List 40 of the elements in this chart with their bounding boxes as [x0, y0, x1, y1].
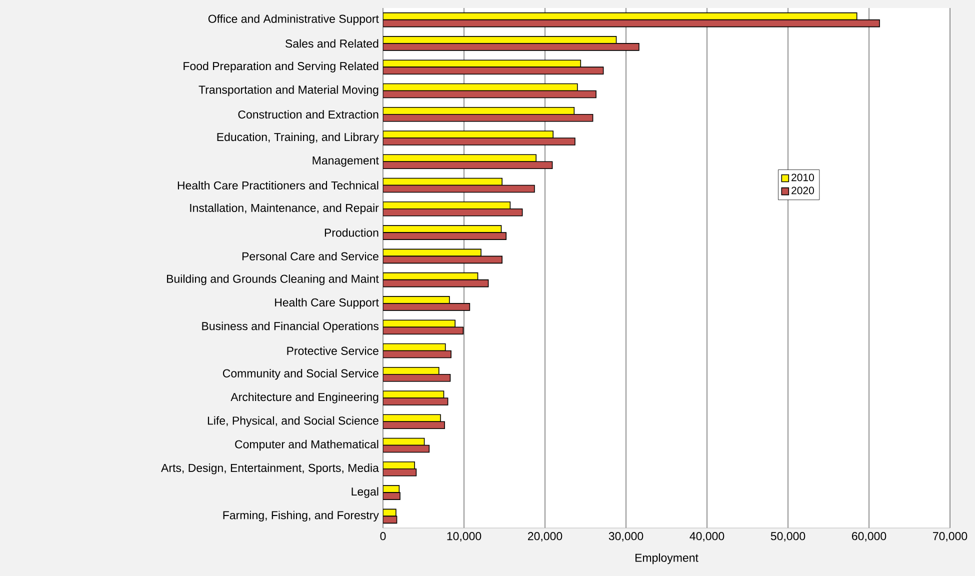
- x-tick-label: 50,000: [770, 532, 806, 542]
- y-tick-label: Transportation and Material Moving: [198, 85, 378, 96]
- y-tick-label: Education, Training, and Library: [217, 132, 379, 144]
- bar: [383, 83, 578, 92]
- y-tick-label: Protective Service: [287, 346, 378, 355]
- y-tick-label: Production: [324, 228, 378, 237]
- x-tick-label: 0: [380, 532, 386, 540]
- bar: [383, 343, 446, 352]
- bar: [383, 272, 478, 280]
- x-axis-title: Employment: [635, 553, 698, 564]
- x-tick-label: 60,000: [852, 532, 886, 542]
- x-tick-label: 10,000: [447, 532, 482, 542]
- bar: [383, 178, 502, 186]
- y-tick-label: Personal Care and Service: [242, 252, 378, 260]
- x-tick-label: 30,000: [608, 532, 644, 542]
- legend-label: 2010: [792, 174, 814, 182]
- y-tick-label: Farming, Fishing, and Forestry: [223, 510, 379, 522]
- y-tick-label: Construction and Extraction: [238, 110, 378, 119]
- y-tick-label: Food Preparation and Serving Related: [184, 62, 378, 72]
- y-tick-label: Installation, Maintenance, and Repair: [190, 204, 379, 214]
- x-tick-label: 40,000: [690, 532, 724, 542]
- y-tick-label: Computer and Mathematical: [235, 440, 378, 451]
- y-tick-label: Legal: [352, 487, 378, 498]
- bar: [383, 248, 482, 257]
- y-tick-label: Business and Financial Operations: [202, 322, 379, 332]
- legend-label: 2020: [792, 186, 814, 194]
- y-tick-label: Arts, Design, Entertainment, Sports, Media: [161, 464, 379, 474]
- y-tick-label: Management: [312, 156, 379, 167]
- x-tick-label: 70,000: [933, 532, 968, 542]
- y-tick-label: Health Care Support: [275, 298, 379, 309]
- y-tick-label: Building and Grounds Cleaning and Maint: [167, 274, 379, 286]
- y-tick-label: Community and Social Service: [222, 369, 378, 380]
- y-tick-label: Office and Administrative Support: [208, 14, 379, 26]
- y-tick-label: Architecture and Engineering: [230, 392, 378, 404]
- y-tick-label: Sales and Related: [286, 39, 378, 48]
- y-tick-label: Health Care Practitioners and Technical: [178, 181, 378, 190]
- bar: [383, 12, 858, 20]
- bar: [383, 438, 425, 446]
- y-tick-label: Life, Physical, and Social Science: [208, 416, 378, 427]
- x-tick-label: 20,000: [528, 532, 562, 542]
